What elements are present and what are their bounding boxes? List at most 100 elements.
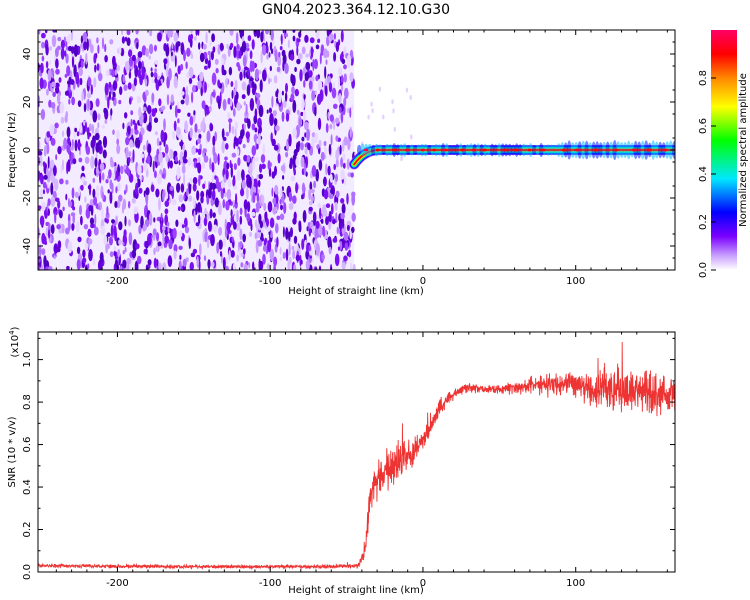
noise-blob — [349, 49, 354, 60]
noise-blob — [114, 201, 118, 208]
noise-blob — [93, 196, 98, 206]
noise-blob — [225, 78, 228, 88]
noise-blob — [118, 46, 122, 55]
noise-blob — [217, 79, 221, 88]
noise-blob — [192, 196, 196, 208]
colorbar-gradient — [711, 30, 737, 270]
noise-blob — [71, 96, 75, 106]
noise-blob — [104, 82, 109, 96]
noise-blob — [322, 228, 326, 237]
noise-blob — [108, 169, 112, 179]
noise-blob — [202, 43, 207, 50]
x-tick-label: 100 — [566, 276, 585, 287]
noise-blob — [72, 206, 76, 211]
noise-blob — [245, 174, 251, 179]
noise-blob — [338, 93, 342, 104]
noise-blob — [46, 131, 51, 138]
noise-blob — [298, 223, 302, 233]
noise-blob — [106, 69, 110, 77]
noise-blob — [343, 97, 347, 107]
noise-blob — [102, 135, 108, 148]
noise-blob — [105, 244, 111, 250]
noise-blob — [307, 142, 311, 151]
noise-blob — [302, 210, 307, 223]
noise-blob — [164, 235, 169, 244]
noise-blob — [41, 41, 45, 49]
signal-bead — [375, 148, 380, 152]
noise-blob — [210, 123, 214, 132]
noise-blob — [217, 153, 220, 166]
noise-blob — [346, 193, 349, 205]
noise-blob — [315, 30, 320, 40]
noise-blob — [280, 204, 283, 211]
noise-blob — [41, 248, 46, 256]
noise-blob — [245, 131, 250, 140]
noise-blob — [266, 74, 270, 79]
noise-blob — [128, 49, 133, 58]
noise-blob — [55, 154, 58, 161]
noise-blob — [349, 126, 352, 138]
noise-blob — [255, 201, 261, 210]
noise-blob — [96, 37, 99, 44]
noise-blob — [212, 212, 216, 218]
noise-blob — [178, 134, 183, 141]
noise-blob — [53, 243, 59, 254]
noise-blob — [292, 217, 297, 225]
noise-blob — [154, 131, 158, 136]
noise-blob — [258, 258, 261, 270]
noise-blob — [303, 80, 306, 88]
noise-blob — [214, 58, 219, 65]
noise-blob — [327, 111, 330, 120]
noise-blob — [288, 242, 291, 256]
snr-x-axis-label: Height of straight line (km) — [288, 585, 424, 596]
noise-blob — [40, 109, 46, 120]
noise-blob — [254, 108, 258, 119]
noise-blob — [330, 188, 334, 195]
noise-blob — [212, 224, 218, 233]
noise-blob — [323, 189, 329, 200]
noise-blob — [135, 30, 139, 35]
noise-blob — [66, 265, 70, 270]
noise-blob — [166, 221, 170, 227]
noise-blob — [246, 154, 251, 163]
noise-blob — [135, 182, 139, 195]
noise-blob — [41, 55, 45, 62]
noise-blob — [130, 118, 133, 127]
noise-blob — [62, 206, 65, 211]
noise-blob — [300, 259, 303, 265]
noise-blob — [296, 142, 300, 153]
noise-blob — [172, 130, 176, 140]
noise-blob — [80, 35, 84, 44]
noise-blob — [173, 32, 179, 42]
noise-blob — [258, 104, 264, 118]
noise-blob — [47, 229, 51, 239]
noise-blob — [57, 36, 62, 42]
noise-blob — [117, 249, 121, 258]
noise-blob — [188, 237, 191, 250]
transition-speck — [391, 99, 394, 105]
noise-blob — [124, 60, 130, 71]
noise-blob — [344, 87, 349, 100]
colorbar-tick-label: 0.4 — [698, 166, 709, 182]
noise-blob — [128, 265, 131, 270]
noise-blob — [255, 156, 259, 162]
noise-blob — [335, 41, 340, 52]
noise-blob — [95, 142, 100, 153]
noise-blob — [113, 250, 117, 257]
noise-blob — [126, 125, 131, 135]
noise-blob — [161, 173, 165, 179]
noise-blob — [146, 155, 151, 164]
noise-blob — [170, 51, 173, 57]
noise-blob — [237, 64, 241, 72]
noise-blob — [234, 121, 239, 130]
noise-blob — [233, 221, 237, 230]
noise-blob — [141, 66, 145, 80]
noise-blob — [273, 75, 278, 84]
noise-blob — [290, 227, 293, 238]
noise-blob — [48, 99, 52, 108]
noise-blob — [47, 181, 50, 189]
noise-blob — [133, 206, 139, 215]
noise-blob — [348, 249, 352, 258]
noise-blob — [191, 91, 194, 104]
noise-blob — [256, 30, 261, 39]
